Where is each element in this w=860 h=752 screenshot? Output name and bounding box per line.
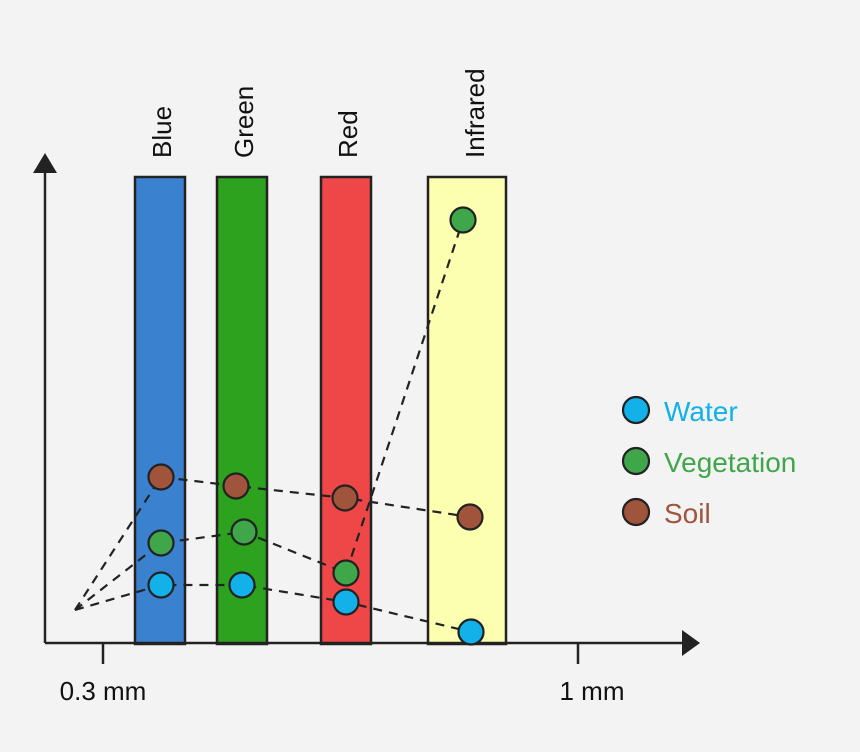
soil-profile-line xyxy=(74,475,471,611)
soil-point-infrared xyxy=(456,503,484,531)
y-axis-arrow xyxy=(33,153,57,173)
vegetation-point-blue xyxy=(147,529,175,557)
x-axis-arrow xyxy=(682,630,700,656)
soil-point-blue xyxy=(147,463,175,491)
water-point-green xyxy=(228,571,256,599)
legend-label-water: Water xyxy=(664,396,738,427)
water-point-blue xyxy=(147,571,175,599)
band-label-red: Red xyxy=(333,110,363,158)
legend-swatch-soil xyxy=(621,497,651,527)
soil-point-red xyxy=(331,484,359,512)
vegetation-profile-line xyxy=(74,219,465,611)
vegetation-point-green xyxy=(230,518,258,546)
vegetation-point-red xyxy=(332,559,360,587)
x-tick-label-1: 1 mm xyxy=(560,676,625,706)
legend-swatch-water xyxy=(621,395,651,425)
x-tick-label-0: 0.3 mm xyxy=(60,676,147,706)
band-blue xyxy=(133,175,187,646)
band-infrared xyxy=(426,175,508,646)
legend-swatch-vegetation xyxy=(621,446,651,476)
soil-point-green xyxy=(222,472,250,500)
legend-label-soil: Soil xyxy=(664,498,711,529)
legend-label-vegetation: Vegetation xyxy=(664,447,796,478)
water-point-red xyxy=(332,588,360,616)
legend: Water Vegetation Soil xyxy=(621,395,796,529)
water-point-infrared xyxy=(457,618,485,646)
vegetation-point-infrared xyxy=(449,206,477,234)
band-label-blue: Blue xyxy=(147,106,177,158)
band-label-green: Green xyxy=(229,86,259,158)
band-green xyxy=(215,175,269,646)
band-label-infrared: Infrared xyxy=(460,68,490,158)
